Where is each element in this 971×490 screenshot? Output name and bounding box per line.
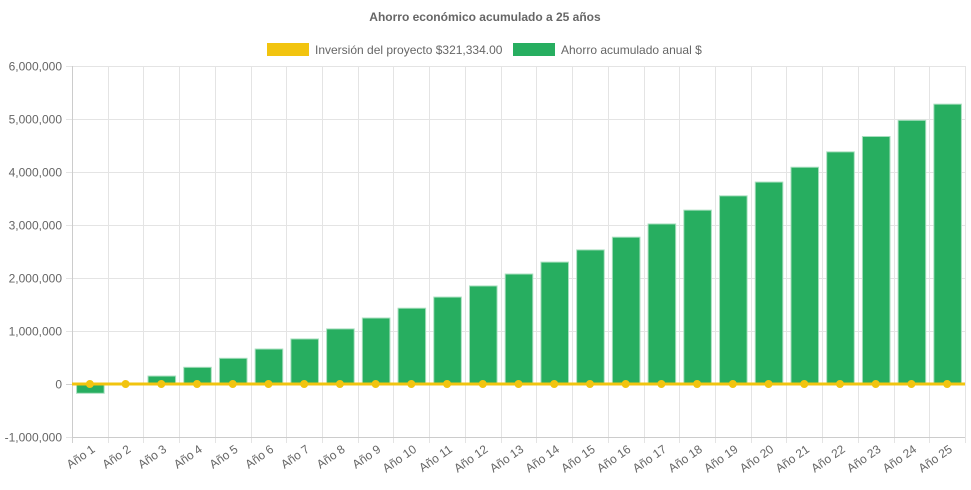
legend-label-investment: Inversión del proyecto $321,334.00 (315, 43, 503, 57)
y-axis: -1,000,000 0 1,000,000 2,000,000 3,000,000 4,… (5, 60, 73, 445)
line-point (228, 380, 237, 388)
bar (611, 236, 641, 385)
y-tick-label: 2,000,000 (9, 272, 63, 286)
line-point (835, 380, 844, 388)
bar (361, 317, 391, 385)
bar (683, 209, 712, 385)
y-tick-label: 0 (55, 378, 62, 392)
x-tick-label: Año 3 (135, 442, 169, 472)
line-point (800, 380, 809, 388)
x-tick-label: Año 24 (880, 442, 919, 475)
x-tick-label: Año 20 (737, 442, 776, 475)
x-tick-label: Año 5 (207, 442, 241, 472)
x-tick-label: Año 23 (844, 442, 883, 475)
line-point (943, 380, 952, 388)
line-point (85, 380, 94, 388)
bar (290, 338, 319, 385)
x-tick-label: Año 8 (314, 442, 348, 472)
bar (397, 307, 427, 385)
x-tick-label: Año 18 (666, 442, 705, 475)
legend-item-investment[interactable]: Inversión del proyecto $321,334.00 (267, 43, 503, 57)
x-tick-label: Año 6 (242, 442, 276, 472)
y-tick-label: 3,000,000 (9, 219, 63, 233)
y-tick-label: -1,000,000 (5, 431, 63, 445)
bar (576, 249, 605, 385)
bar (468, 285, 498, 385)
x-tick-label: Año 16 (594, 442, 633, 475)
bar (861, 135, 891, 385)
x-tick-label: Año 1 (64, 442, 98, 472)
line-point (550, 380, 559, 388)
bar (719, 195, 748, 385)
line-point (264, 380, 273, 388)
line-point (728, 380, 737, 388)
x-tick-label: Año 22 (809, 442, 848, 475)
x-tick-label: Año 4 (171, 442, 205, 472)
y-tick-label: 6,000,000 (9, 60, 63, 74)
line-point (657, 380, 666, 388)
line-point (907, 380, 916, 388)
bar (933, 103, 962, 385)
x-axis: Año 1 Año 2 Año 3 Año 4 Año 5 Año 6 Año 7 Año 8… (64, 437, 965, 475)
investment-line (72, 380, 965, 388)
legend-label-savings: Ahorro acumulado anual $ (561, 43, 702, 57)
line-point (121, 380, 130, 388)
legend-swatch-investment (267, 43, 309, 56)
line-point (478, 380, 487, 388)
chart-title: Ahorro económico acumulado a 25 años (369, 10, 601, 24)
x-tick-label: Año 17 (630, 442, 669, 475)
x-tick-label: Año 9 (350, 442, 384, 472)
line-point (193, 380, 202, 388)
bars (76, 103, 962, 394)
bar (504, 273, 534, 385)
x-tick-label: Año 12 (451, 442, 490, 475)
bar (254, 348, 284, 385)
line-point (335, 380, 344, 388)
line-point (871, 380, 880, 388)
grid (66, 66, 966, 443)
legend: Inversión del proyecto $321,334.00 Ahorr… (267, 43, 702, 57)
x-tick-label: Año 10 (380, 442, 419, 475)
bar (897, 119, 927, 385)
bar (433, 296, 462, 385)
line-point (585, 380, 594, 388)
line-point (300, 380, 309, 388)
legend-swatch-savings (513, 43, 555, 56)
x-tick-label: Año 13 (487, 442, 526, 475)
line-point (764, 380, 773, 388)
x-tick-label: Año 7 (278, 442, 312, 472)
line-point (157, 380, 166, 388)
legend-item-savings[interactable]: Ahorro acumulado anual $ (513, 43, 702, 57)
y-tick-label: 5,000,000 (9, 113, 63, 127)
x-tick-label: Año 2 (100, 442, 134, 472)
x-tick-label: Año 14 (523, 442, 562, 475)
line-point (514, 380, 523, 388)
line-point (443, 380, 452, 388)
bar (326, 328, 355, 385)
bar (647, 223, 677, 385)
line-point (693, 380, 702, 388)
bar (540, 261, 570, 385)
y-tick-label: 1,000,000 (9, 325, 63, 339)
line-point (621, 380, 630, 388)
line-point (407, 380, 416, 388)
x-tick-label: Año 19 (701, 442, 740, 475)
bar (826, 151, 855, 385)
bar (790, 166, 820, 385)
bar (754, 181, 784, 385)
x-tick-label: Año 25 (916, 442, 955, 475)
x-tick-label: Año 15 (558, 442, 597, 475)
y-tick-label: 4,000,000 (9, 166, 63, 180)
x-tick-label: Año 11 (416, 442, 455, 475)
line-point (371, 380, 380, 388)
x-tick-label: Año 21 (773, 442, 812, 475)
